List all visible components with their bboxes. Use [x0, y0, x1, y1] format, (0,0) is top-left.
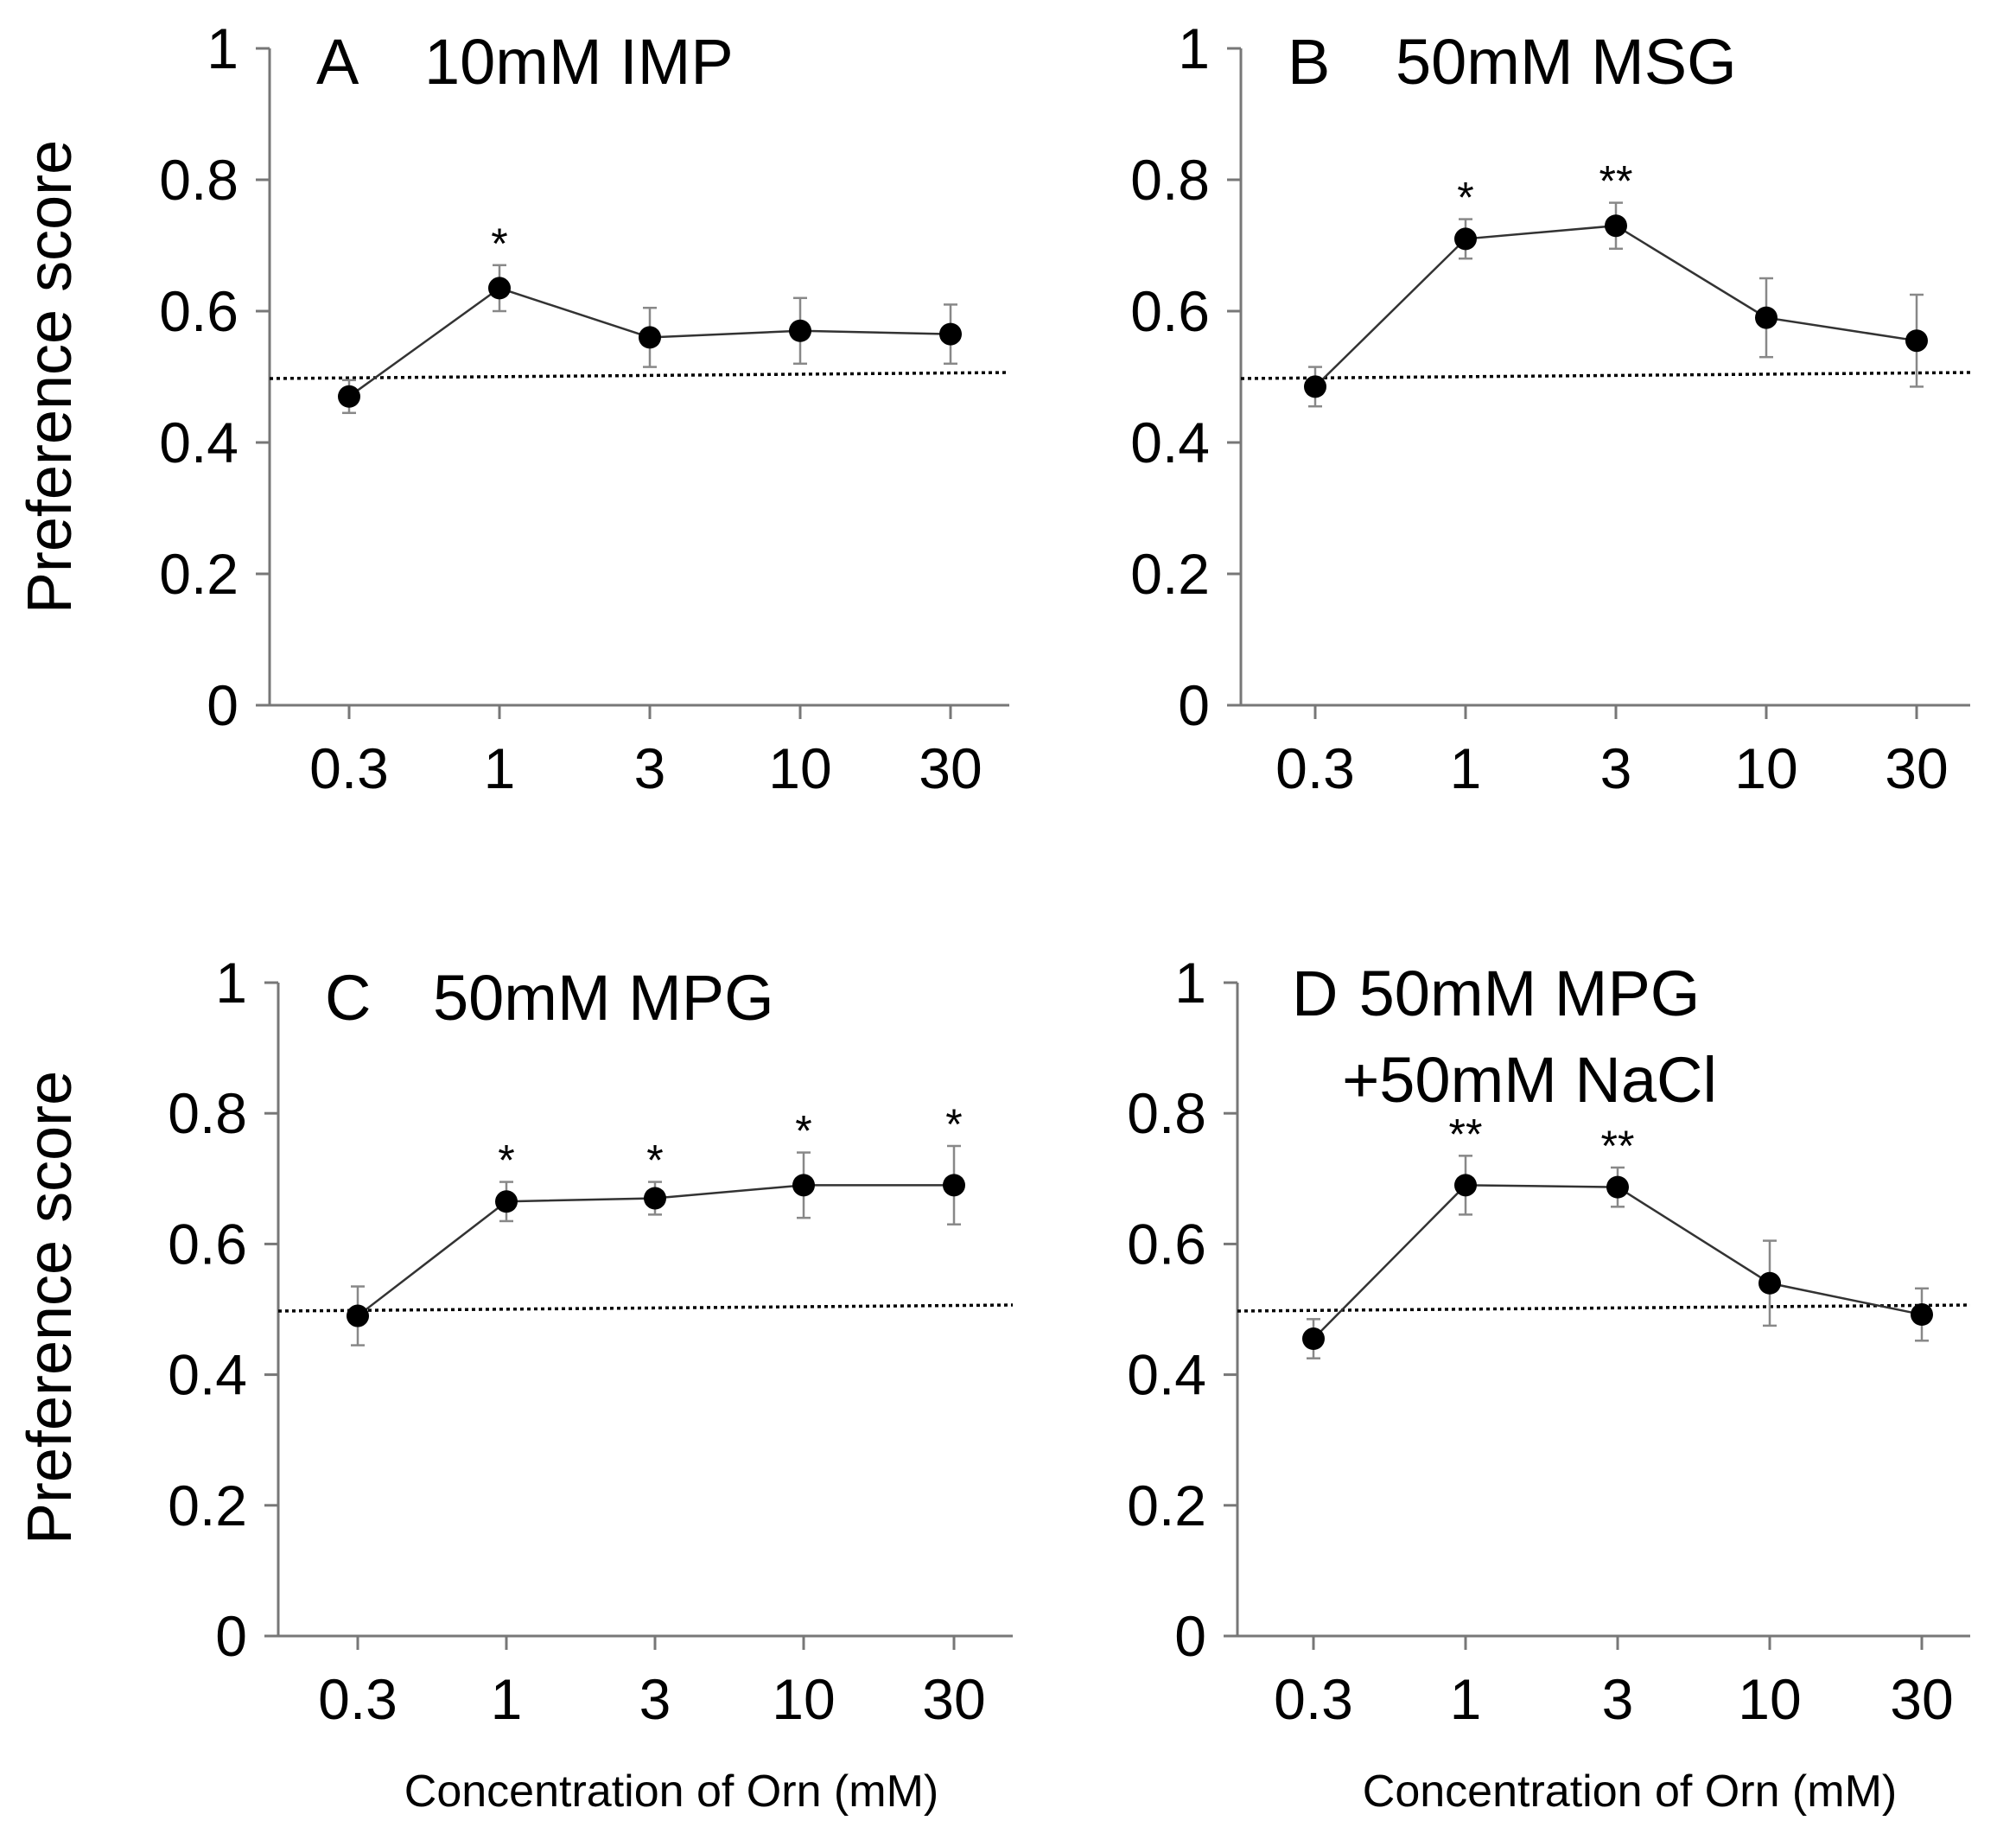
reference-line: [277, 1303, 1014, 1313]
data-point: [1905, 329, 1928, 353]
x-tick-label: 30: [1885, 736, 1948, 800]
x-tick-label: 3: [634, 736, 666, 800]
data-point: [1758, 1271, 1781, 1295]
y-tick-label: 0.6: [1127, 1212, 1206, 1276]
significance-marker: *: [945, 1100, 962, 1149]
significance-marker: **: [1599, 157, 1633, 206]
reference-line: [1240, 371, 1971, 380]
y-tick-label: 0: [215, 1604, 247, 1668]
y-tick-label: 0.4: [1130, 411, 1210, 474]
panel-c: 0 0.2 0.4 0.6 0.8 1 0.3 1 3 10 30 * * * * C 50mM MPG Pref…: [16, 951, 1014, 1817]
panel-letter: B: [1288, 26, 1330, 98]
data-point: [347, 1304, 369, 1327]
x-tick-label: 3: [1602, 1667, 1634, 1731]
y-tick-label: 1: [1178, 16, 1210, 80]
data-point: [495, 1190, 518, 1213]
x-tick-label: 0.3: [318, 1667, 397, 1731]
panel-letter: C: [325, 962, 371, 1034]
x-tick-label: 10: [768, 736, 831, 800]
panel-title: 50mM MSG: [1396, 26, 1737, 98]
y-axis-label: Preference score: [16, 140, 85, 614]
y-tick-label: 0.4: [159, 411, 238, 474]
data-point: [789, 319, 811, 342]
data-point: [1454, 1174, 1477, 1197]
y-axis-label: Preference score: [16, 1071, 85, 1544]
y-tick-label: 0.2: [168, 1474, 247, 1537]
data-point: [488, 277, 511, 300]
panel-d: 0 0.2 0.4 0.6 0.8 1 0.3 1 3 10 30 ** ** D 50mM MPG +50m…: [1127, 951, 1971, 1817]
reference-line: [269, 371, 1010, 380]
y-tick-label: 0.6: [1130, 279, 1210, 343]
x-tick-label: 0.3: [1275, 736, 1355, 800]
x-axis-label: Concentration of Orn (mM): [404, 1767, 938, 1817]
data-point: [1304, 375, 1326, 398]
y-tick-label: 0.2: [159, 542, 238, 606]
series-line: [1313, 1184, 1923, 1340]
data-point: [644, 1187, 666, 1210]
y-tick-label: 0.6: [159, 279, 238, 343]
significance-marker: *: [1457, 174, 1473, 222]
y-tick-label: 0.8: [1127, 1081, 1206, 1145]
y-tick-label: 0: [1174, 1604, 1206, 1668]
panel-title: 50mM MPG: [1359, 958, 1701, 1029]
panel-b: 00.20.40.60.810.3 1 3 10 30* **B 50mM MSG: [1130, 16, 1971, 800]
x-tick-label: 30: [1890, 1667, 1953, 1731]
x-tick-label: 3: [639, 1667, 671, 1731]
y-tick-label: 0.6: [168, 1212, 247, 1276]
significance-marker: **: [1449, 1110, 1483, 1158]
significance-marker: *: [491, 220, 507, 268]
significance-marker: *: [498, 1136, 514, 1185]
data-point: [338, 385, 360, 408]
y-tick-label: 1: [207, 16, 238, 80]
y-tick-label: 0.8: [159, 148, 238, 212]
y-tick-label: 1: [215, 951, 247, 1015]
data-point: [1302, 1327, 1325, 1351]
reference-line: [1237, 1303, 1971, 1313]
x-tick-label: 10: [1734, 736, 1797, 800]
y-tick-label: 1: [1174, 951, 1206, 1015]
x-tick-label: 1: [491, 1667, 523, 1731]
y-tick-label: 0.4: [168, 1343, 247, 1407]
significance-marker: *: [646, 1136, 663, 1185]
y-tick-label: 0.2: [1127, 1474, 1206, 1537]
significance-marker: *: [795, 1107, 811, 1155]
data-point: [1755, 306, 1778, 329]
x-tick-label: 1: [1450, 1667, 1482, 1731]
x-axis-label: Concentration of Orn (mM): [1363, 1767, 1897, 1817]
data-point: [639, 326, 661, 349]
panel-title: 10mM IMP: [424, 26, 734, 98]
data-point: [792, 1174, 815, 1197]
series-line: [1314, 224, 1917, 388]
x-tick-label: 0.3: [1274, 1667, 1353, 1731]
data-point: [943, 1174, 965, 1197]
x-tick-label: 10: [1738, 1667, 1801, 1731]
y-tick-label: 0.4: [1127, 1343, 1206, 1407]
panel-title: +50mM NaCl: [1342, 1044, 1717, 1116]
y-tick-label: 0.2: [1130, 542, 1210, 606]
panel-letter: A: [316, 26, 359, 98]
x-tick-label: 1: [1450, 736, 1482, 800]
y-tick-label: 0: [1178, 673, 1210, 737]
x-tick-label: 0.3: [309, 736, 389, 800]
data-point: [1606, 1175, 1629, 1199]
y-tick-label: 0.8: [168, 1081, 247, 1145]
y-tick-label: 0.8: [1130, 148, 1210, 212]
x-tick-label: 30: [922, 1667, 985, 1731]
panel-a: 0 0.2 0.4 0.6 0.8 1 0.3 1 3 10 30 * A 10mM IMP Prefere…: [16, 16, 1010, 800]
y-tick-label: 0: [207, 673, 238, 737]
data-point: [1454, 227, 1477, 251]
significance-marker: **: [1601, 1122, 1635, 1170]
x-tick-label: 10: [772, 1667, 835, 1731]
x-tick-label: 30: [919, 736, 982, 800]
data-point: [1911, 1303, 1933, 1327]
x-tick-label: 3: [1600, 736, 1632, 800]
x-tick-label: 1: [484, 736, 516, 800]
panel-title: 50mM MPG: [433, 962, 774, 1034]
data-point: [1605, 214, 1627, 238]
panel-letter: D: [1292, 958, 1338, 1029]
data-point: [939, 322, 962, 346]
